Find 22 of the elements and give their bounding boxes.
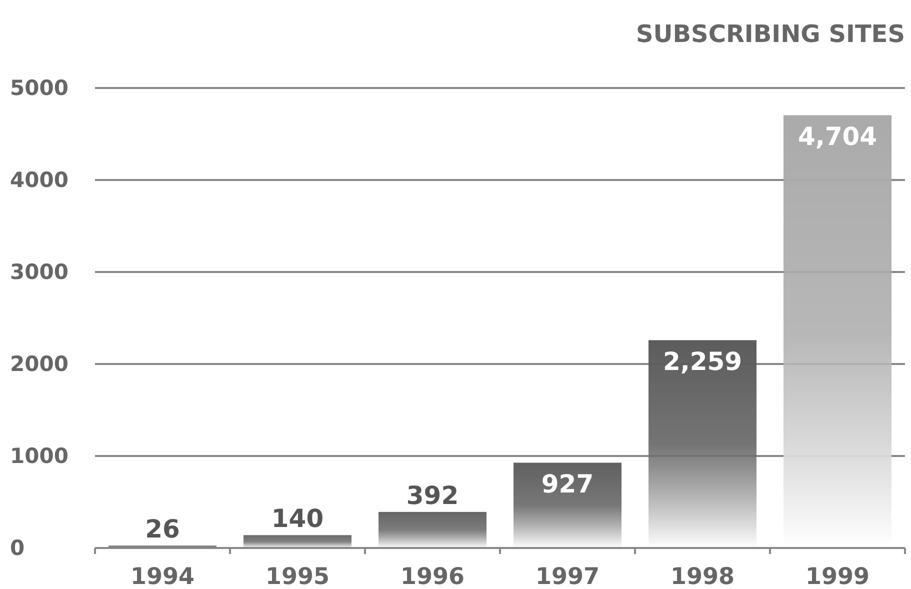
- y-tick-label: 1000: [10, 444, 68, 468]
- y-tick-label: 4000: [10, 168, 68, 192]
- bar: [378, 512, 486, 548]
- y-tick-label: 2000: [10, 352, 68, 376]
- y-tick-label: 0: [10, 536, 25, 560]
- bar: [244, 535, 352, 548]
- x-tick-label: 1995: [265, 564, 330, 589]
- y-tick-label: 3000: [10, 260, 68, 284]
- x-tick-label: 1996: [400, 564, 465, 589]
- data-label: 2,259: [662, 347, 742, 376]
- x-tick-label: 1994: [130, 564, 195, 589]
- data-label: 26: [145, 514, 180, 544]
- data-label: 927: [541, 470, 594, 499]
- data-label: 140: [271, 504, 324, 534]
- bar: [514, 462, 622, 548]
- x-tick-label: 1999: [805, 564, 870, 589]
- x-tick-label: 1997: [535, 564, 600, 589]
- y-tick-label: 5000: [10, 76, 68, 100]
- chart-title: SUBSCRIBING SITES: [636, 20, 905, 48]
- data-label: 4,704: [798, 122, 878, 152]
- x-tick-label: 1998: [670, 564, 735, 589]
- data-label: 392: [406, 480, 459, 510]
